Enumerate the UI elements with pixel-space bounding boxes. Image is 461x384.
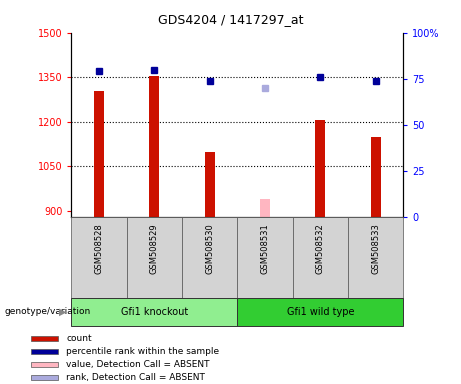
- Bar: [31, 375, 58, 380]
- Text: Gfi1 wild type: Gfi1 wild type: [287, 307, 354, 317]
- Bar: [293, 217, 348, 298]
- Bar: [205, 152, 215, 217]
- Bar: [237, 217, 293, 298]
- Text: genotype/variation: genotype/variation: [5, 308, 91, 316]
- Text: value, Detection Call = ABSENT: value, Detection Call = ABSENT: [66, 360, 210, 369]
- Bar: [348, 217, 403, 298]
- Text: GDS4204 / 1417297_at: GDS4204 / 1417297_at: [158, 13, 303, 26]
- Text: GSM508532: GSM508532: [316, 223, 325, 274]
- Text: percentile rank within the sample: percentile rank within the sample: [66, 347, 219, 356]
- Text: rank, Detection Call = ABSENT: rank, Detection Call = ABSENT: [66, 373, 205, 382]
- Text: ▶: ▶: [59, 307, 67, 317]
- Bar: [182, 217, 237, 298]
- Bar: [315, 120, 325, 217]
- Text: Gfi1 knockout: Gfi1 knockout: [121, 307, 188, 317]
- Text: count: count: [66, 334, 92, 343]
- Text: GSM508528: GSM508528: [95, 223, 104, 274]
- Bar: [71, 217, 127, 298]
- Text: GSM508531: GSM508531: [260, 223, 270, 274]
- Bar: [31, 362, 58, 367]
- Bar: [94, 91, 104, 217]
- Text: GSM508533: GSM508533: [371, 223, 380, 274]
- Bar: [371, 137, 381, 217]
- Bar: [127, 217, 182, 298]
- Text: GSM508529: GSM508529: [150, 223, 159, 274]
- Bar: [31, 349, 58, 354]
- Bar: [260, 199, 270, 217]
- Bar: [149, 76, 160, 217]
- Bar: [237, 298, 403, 326]
- Bar: [71, 298, 237, 326]
- Bar: [31, 336, 58, 341]
- Text: GSM508530: GSM508530: [205, 223, 214, 274]
